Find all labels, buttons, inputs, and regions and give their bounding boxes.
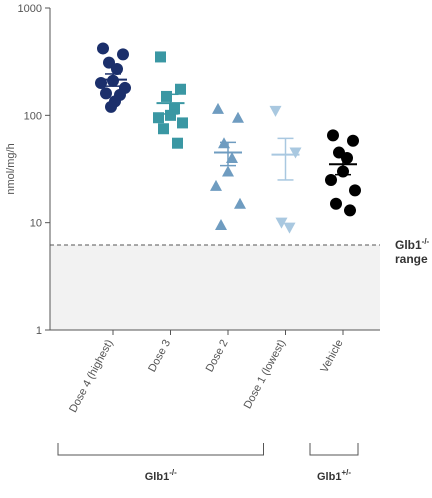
data-point [97,42,109,55]
data-point [226,152,238,164]
bracket-label-text: Glb1 [145,471,169,483]
data-point [172,137,183,149]
data-point [155,51,166,63]
bracket [309,443,359,456]
data-point [289,147,302,159]
data-point [212,102,224,114]
data-point [169,103,180,115]
data-point [330,197,342,210]
data-point [117,48,129,61]
y-tick-label: 1 [36,325,42,337]
data-point [344,204,356,217]
data-point [100,87,112,100]
data-point [161,90,172,102]
x-tick-label: Dose 3 [146,338,173,374]
bracket-label-sup: -/- [169,468,177,477]
data-point [158,123,169,135]
data-point [234,197,246,209]
data-point [327,129,339,142]
data-point [165,109,176,121]
threshold-label-sup: -/- [422,237,430,246]
data-point [347,134,359,147]
x-tick-label: Vehicle [318,338,345,375]
y-tick-label: 100 [24,110,42,122]
bracket-label-sup: +/- [341,468,351,477]
data-point [349,184,361,197]
bracket-label: Glb1-/- [145,468,177,483]
data-point [269,105,282,117]
range-band [50,244,380,330]
data-point [105,100,117,113]
data-point [175,83,186,95]
bracket-label: Glb1+/- [317,468,351,483]
data-point [275,217,288,229]
threshold-label-2: range [395,252,428,266]
data-point [283,222,296,234]
threshold-label: Glb1-/- [395,237,430,252]
bracket-label-text: Glb1 [317,471,341,483]
bracket [57,443,264,456]
data-point [177,117,188,129]
y-tick-label: 1000 [18,3,42,15]
y-axis-title: nmol/mg/h [5,143,17,194]
y-tick-label: 10 [30,218,42,230]
x-tick-label: Dose 1 (lowest) [242,338,288,411]
threshold-label-text: Glb1 [395,238,422,252]
data-point [215,219,227,231]
data-point [103,56,115,69]
data-point [210,179,222,191]
data-point [232,111,244,123]
x-tick-label: Dose 2 [204,338,231,374]
data-point [222,165,234,177]
data-point [153,112,164,124]
data-point [325,173,337,186]
x-tick-label: Dose 4 (highest) [67,338,115,415]
data-point [111,63,123,76]
